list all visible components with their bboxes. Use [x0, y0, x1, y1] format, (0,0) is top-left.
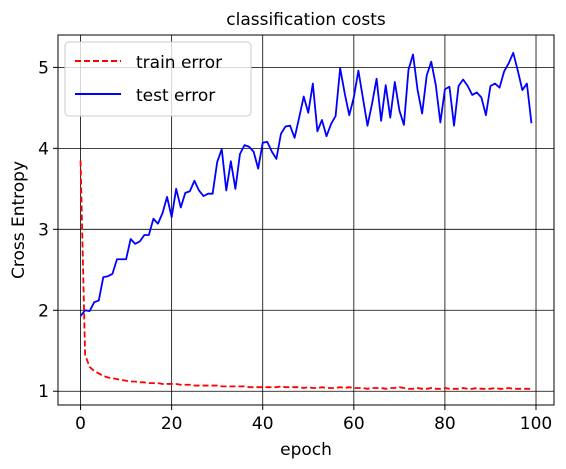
train-error-line: [79, 160, 532, 390]
x-tick-label: 100: [520, 414, 552, 434]
axis-ticks: 0 20 40 60 80 100 1 2 3 4 5: [38, 58, 552, 434]
y-tick-label: 5: [38, 58, 49, 78]
test-error-line: [79, 51, 533, 317]
grid-lines: [58, 35, 554, 405]
x-tick-label: 20: [161, 414, 183, 434]
y-tick-label: 3: [38, 220, 49, 240]
series-lines: [79, 51, 533, 390]
x-axis-title: epoch: [280, 440, 332, 460]
x-tick-label: 40: [252, 414, 274, 434]
legend-train-label: train error: [136, 53, 222, 73]
x-tick-label: 60: [343, 414, 365, 434]
x-tick-label: 80: [434, 414, 456, 434]
y-tick-label: 1: [38, 382, 49, 402]
y-tick-label: 2: [38, 301, 49, 321]
plot-frame: [57, 34, 555, 406]
y-axis-title: Cross Entropy: [9, 161, 29, 279]
legend: train error test error: [64, 41, 252, 117]
y-tick-label: 4: [38, 139, 49, 159]
chart-title: classification costs: [226, 10, 386, 30]
legend-test-label: test error: [136, 86, 215, 106]
x-tick-label: 0: [75, 414, 86, 434]
